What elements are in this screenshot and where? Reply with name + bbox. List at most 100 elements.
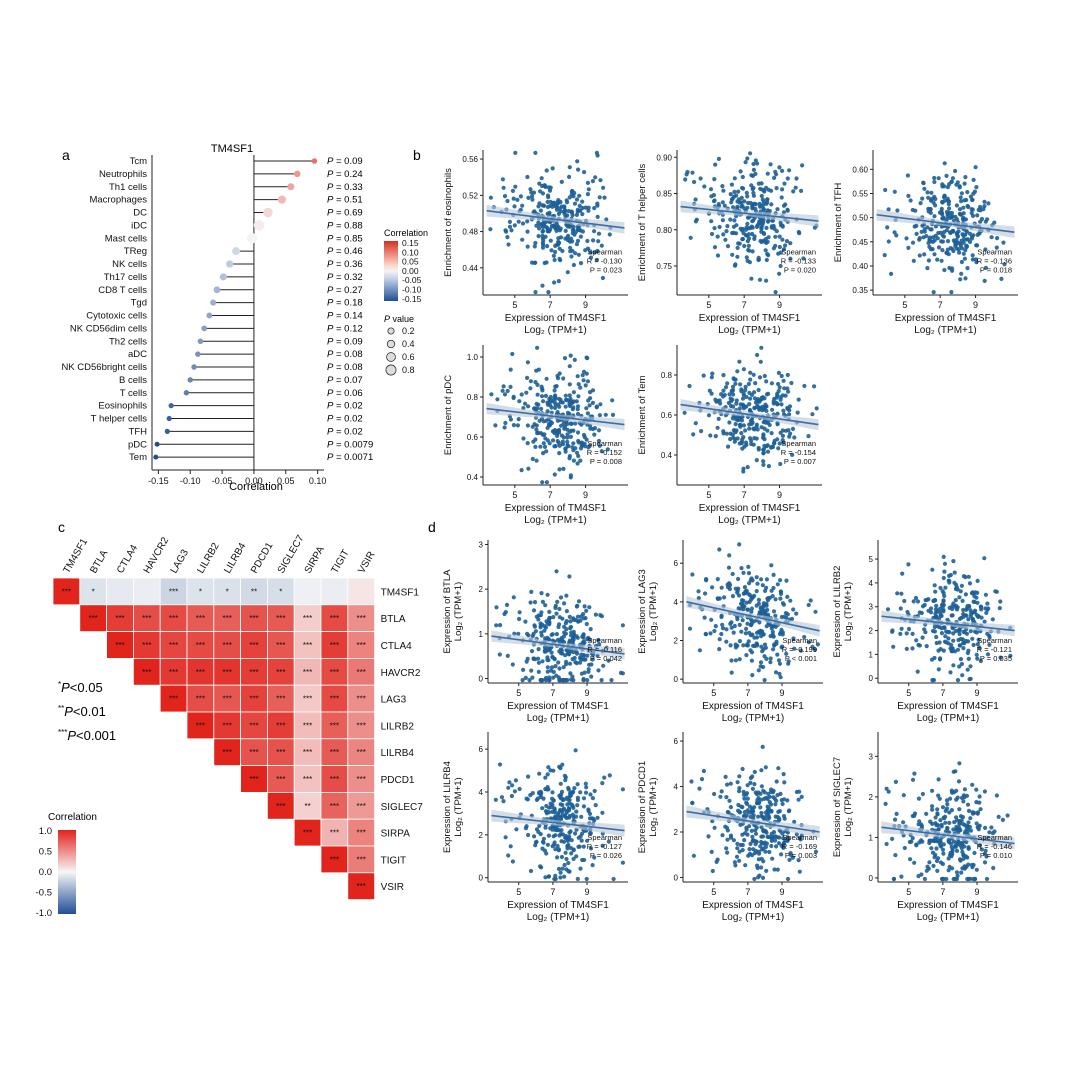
scatter-point — [908, 857, 913, 862]
scatter-point — [514, 827, 519, 832]
scatter-point — [958, 195, 963, 200]
scatter-point — [919, 610, 924, 616]
scatter-point — [946, 252, 951, 257]
scatter-point — [579, 814, 584, 819]
scatter-point — [779, 195, 784, 200]
heatmap-cell-stars: *** — [357, 695, 366, 704]
heatmap-cell-stars: *** — [303, 614, 312, 623]
scatter-point — [541, 419, 546, 424]
scatter-point — [570, 674, 575, 679]
scatter-point — [505, 388, 510, 394]
stat-p: P = 0.042 — [590, 654, 622, 663]
scatter-point — [766, 811, 771, 816]
y-tick-label: 5 — [869, 555, 874, 564]
stat-p: P < 0.001 — [785, 654, 817, 663]
scatter-point — [786, 428, 791, 433]
stat-p: P = 0.003 — [785, 851, 817, 860]
x-axis-sublabel: Log₂ (TPM+1) — [917, 713, 980, 724]
scatter-point — [560, 616, 565, 621]
scatter-point — [764, 408, 769, 413]
scatter-point — [947, 265, 952, 271]
scatter-point — [532, 422, 537, 427]
x-axis-label: Expression of TM4SF1 — [507, 900, 609, 911]
scatter-point — [734, 193, 739, 198]
scatter-point — [725, 782, 730, 787]
scatter-point — [767, 800, 772, 805]
heatmap-col-label: LILRB4 — [222, 541, 248, 576]
scatter-point — [932, 655, 937, 661]
scatter-point — [777, 817, 782, 822]
scatter-point — [757, 800, 762, 805]
scatter-point — [586, 205, 591, 210]
scatter-point — [563, 835, 568, 840]
scatter-point — [576, 167, 581, 172]
scatter-point — [574, 242, 580, 247]
scatter-point — [778, 596, 783, 601]
scatter-point — [737, 789, 742, 794]
scatter-point — [539, 591, 544, 596]
p-value-label: P = 0.02 — [327, 426, 363, 437]
scatter-point — [537, 771, 542, 776]
scatter-point — [998, 655, 1003, 660]
scatter-point — [547, 609, 552, 615]
scatter-point — [954, 231, 960, 236]
scatter-point — [770, 407, 775, 412]
scatter-point — [493, 423, 498, 428]
scatter-point — [742, 585, 748, 590]
scatter-point — [941, 554, 946, 560]
p-value-p: P — [327, 388, 334, 399]
scatter-point — [1005, 813, 1010, 818]
heatmap-cell — [106, 631, 134, 659]
scatter-point — [746, 381, 752, 387]
x-tick-label: 5 — [512, 490, 517, 500]
scatter-point — [582, 640, 587, 645]
scatter-point — [526, 195, 531, 200]
scatter-point — [747, 260, 753, 265]
scatter-point — [916, 796, 922, 801]
scatter-point — [592, 206, 597, 211]
p-value-label: P = 0.07 — [327, 375, 363, 386]
scatter-point — [789, 380, 794, 386]
scatter-point — [759, 644, 764, 649]
scatter-point — [883, 187, 888, 193]
x-tick-label: 9 — [975, 887, 980, 897]
scatter-point — [545, 244, 550, 249]
scatter-point — [920, 196, 925, 201]
scatter-point — [764, 278, 769, 283]
scatter-point — [761, 462, 766, 467]
heatmap-cell-stars: *** — [249, 775, 258, 784]
scatter-point — [754, 575, 759, 580]
scatter-point — [940, 601, 945, 607]
scatter-point — [517, 616, 522, 622]
scatter-point — [932, 179, 937, 185]
scatter-point — [965, 650, 971, 656]
scatter-point — [749, 224, 754, 229]
scatter-point — [906, 562, 911, 567]
scatter-point — [970, 810, 975, 815]
scatter-point — [966, 617, 971, 622]
scatter-point — [774, 844, 779, 849]
heatmap-cell-stars: *** — [330, 748, 339, 757]
scatter-point — [587, 390, 593, 395]
scatter-point — [512, 789, 518, 794]
scatter-point — [725, 809, 730, 815]
p-value-p: P — [327, 426, 334, 437]
scatter-point — [934, 858, 940, 864]
scatter-point — [785, 372, 790, 378]
p-value-label: P = 0.0079 — [327, 439, 373, 450]
scatter-point — [556, 866, 562, 872]
heatmap-cell-stars: *** — [276, 668, 285, 677]
scatter-point — [941, 609, 946, 614]
heatmap-cell-stars: *** — [303, 695, 312, 704]
scatter-point — [581, 678, 586, 683]
scatter-point — [585, 238, 590, 244]
scatter-point — [717, 637, 722, 642]
heatmap-cell-stars: *** — [169, 641, 178, 650]
scatter-point — [776, 389, 781, 394]
scatter-point — [954, 585, 959, 590]
scatter-point — [590, 657, 595, 662]
scatter-point — [706, 834, 711, 839]
scatter-point — [540, 839, 546, 844]
scatter-point — [972, 594, 977, 599]
